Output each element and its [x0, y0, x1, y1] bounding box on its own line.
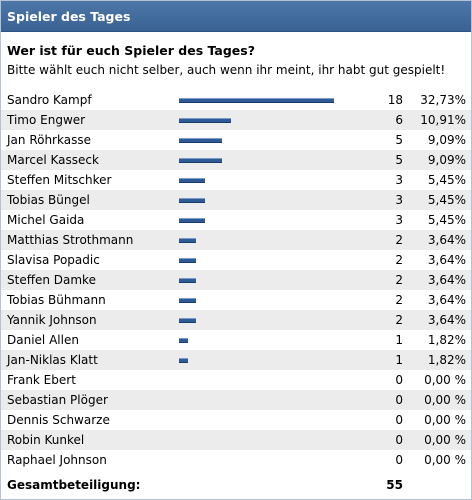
vote-percent: 5,45%: [427, 193, 466, 207]
vote-count: 6: [395, 113, 403, 127]
option-name: Tobias Büngel: [7, 193, 90, 207]
option-name: Timo Engwer: [7, 113, 86, 127]
vote-bar: [179, 238, 196, 243]
vote-percent: 1,82%: [427, 333, 466, 347]
vote-percent: 9,09%: [427, 153, 466, 167]
result-row: Marcel Kasseck 5 9,09%: [1, 150, 471, 170]
vote-bar: [179, 298, 196, 303]
vote-percent: 1,82%: [427, 353, 466, 367]
vote-percent: 0,00 %: [424, 433, 466, 447]
vote-percent: 32,73%: [420, 93, 466, 107]
poll-hint: Bitte wählt euch nicht selber, auch wenn…: [7, 63, 446, 77]
result-row: Michel Gaida 3 5,45%: [1, 210, 471, 230]
vote-bar: [179, 198, 205, 203]
vote-count: 3: [395, 173, 403, 187]
result-row: Dennis Schwarze 0 0,00 %: [1, 410, 471, 430]
vote-percent: 0,00 %: [424, 453, 466, 467]
vote-count: 3: [395, 193, 403, 207]
result-row: Raphael Johnson 0 0,00 %: [1, 450, 471, 470]
option-name: Michel Gaida: [7, 213, 85, 227]
vote-percent: 3,64%: [427, 253, 466, 267]
vote-percent: 5,45%: [427, 213, 466, 227]
vote-count: 5: [395, 133, 403, 147]
vote-percent: 9,09%: [427, 133, 466, 147]
panel-title: Spieler des Tages: [7, 9, 131, 24]
result-row: Tobias Bühmann 2 3,64%: [1, 290, 471, 310]
panel-header: Spieler des Tages: [1, 1, 471, 32]
result-row: Jan-Niklas Klatt 1 1,82%: [1, 350, 471, 370]
result-row: Daniel Allen 1 1,82%: [1, 330, 471, 350]
result-row: Sebastian Plöger 0 0,00 %: [1, 390, 471, 410]
vote-count: 0: [395, 433, 403, 447]
result-row: Steffen Damke 2 3,64%: [1, 270, 471, 290]
vote-count: 2: [395, 293, 403, 307]
vote-count: 0: [395, 453, 403, 467]
vote-bar: [179, 158, 222, 163]
result-row: Sandro Kampf 18 32,73%: [1, 90, 471, 110]
vote-bar: [179, 258, 196, 263]
vote-percent: 3,64%: [427, 293, 466, 307]
vote-percent: 10,91%: [420, 113, 466, 127]
option-name: Matthias Strothmann: [7, 233, 134, 247]
option-name: Marcel Kasseck: [7, 153, 99, 167]
vote-bar: [179, 138, 222, 143]
vote-count: 0: [395, 393, 403, 407]
vote-bar: [179, 338, 188, 343]
vote-percent: 3,64%: [427, 273, 466, 287]
option-name: Jan-Niklas Klatt: [7, 353, 98, 367]
option-name: Sebastian Plöger: [7, 393, 108, 407]
result-row: Matthias Strothmann 2 3,64%: [1, 230, 471, 250]
result-row: Timo Engwer 6 10,91%: [1, 110, 471, 130]
vote-count: 3: [395, 213, 403, 227]
option-name: Yannik Johnson: [7, 313, 97, 327]
option-name: Raphael Johnson: [7, 453, 107, 467]
vote-bar: [179, 118, 231, 123]
vote-count: 0: [395, 373, 403, 387]
vote-count: 2: [395, 253, 403, 267]
vote-percent: 0,00 %: [424, 373, 466, 387]
vote-percent: 0,00 %: [424, 393, 466, 407]
result-row: Robin Kunkel 0 0,00 %: [1, 430, 471, 450]
vote-bar: [179, 318, 196, 323]
option-name: Steffen Mitschker: [7, 173, 112, 187]
result-row: Slavisa Popadic 2 3,64%: [1, 250, 471, 270]
result-row: Yannik Johnson 2 3,64%: [1, 310, 471, 330]
result-row: Steffen Mitschker 3 5,45%: [1, 170, 471, 190]
option-name: Robin Kunkel: [7, 433, 85, 447]
vote-bar: [179, 218, 205, 223]
vote-count: 0: [395, 413, 403, 427]
vote-bar: [179, 178, 205, 183]
total-label: Gesamtbeteiligung:: [7, 478, 141, 492]
option-name: Slavisa Popadic: [7, 253, 100, 267]
vote-bar: [179, 278, 196, 283]
option-name: Dennis Schwarze: [7, 413, 110, 427]
result-row: Frank Ebert 0 0,00 %: [1, 370, 471, 390]
option-name: Tobias Bühmann: [7, 293, 106, 307]
vote-percent: 5,45%: [427, 173, 466, 187]
vote-percent: 3,64%: [427, 233, 466, 247]
poll-results: Sandro Kampf 18 32,73% Timo Engwer 6 10,91% Ja…: [1, 90, 471, 470]
option-name: Steffen Damke: [7, 273, 96, 287]
vote-count: 5: [395, 153, 403, 167]
option-name: Sandro Kampf: [7, 93, 92, 107]
vote-count: 1: [395, 333, 403, 347]
poll-question: Wer ist für euch Spieler des Tages?: [7, 43, 255, 58]
vote-count: 2: [395, 273, 403, 287]
poll-total: Gesamtbeteiligung: 55: [1, 475, 471, 495]
vote-bar: [179, 98, 334, 103]
option-name: Jan Röhrkasse: [7, 133, 91, 147]
vote-percent: 3,64%: [427, 313, 466, 327]
result-row: Jan Röhrkasse 5 9,09%: [1, 130, 471, 150]
vote-count: 2: [395, 233, 403, 247]
vote-percent: 0,00 %: [424, 413, 466, 427]
vote-count: 18: [387, 93, 403, 107]
vote-bar: [179, 358, 188, 363]
result-row: Tobias Büngel 3 5,45%: [1, 190, 471, 210]
option-name: Daniel Allen: [7, 333, 79, 347]
option-name: Frank Ebert: [7, 373, 76, 387]
vote-count: 1: [395, 353, 403, 367]
total-value: 55: [386, 478, 403, 492]
vote-count: 2: [395, 313, 403, 327]
